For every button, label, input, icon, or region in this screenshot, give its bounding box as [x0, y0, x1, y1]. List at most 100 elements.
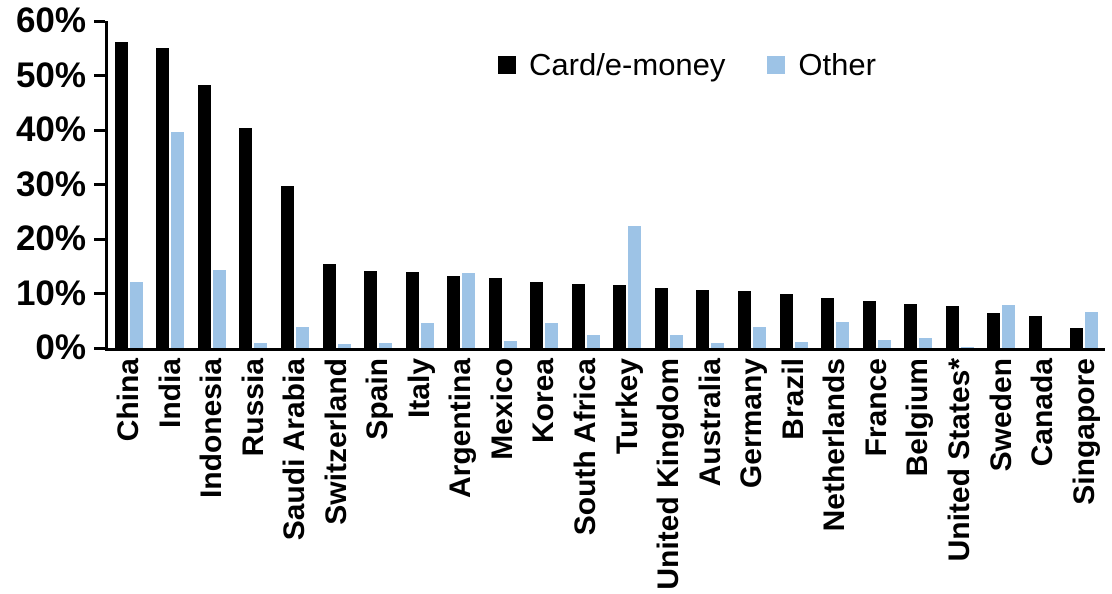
bar-other — [462, 273, 476, 348]
bar-card-e-money — [405, 271, 419, 348]
legend-swatch-card-e-money — [498, 56, 516, 74]
bar-group — [440, 21, 482, 348]
x-axis-category-label: Italy — [402, 358, 436, 419]
bar-card-e-money — [945, 305, 959, 348]
y-tick-mark — [94, 128, 105, 132]
x-label-cell: Indonesia — [191, 358, 233, 594]
x-label-cell: France — [856, 358, 898, 594]
bar-card-e-money — [447, 275, 461, 348]
x-label-cell: Belgium — [897, 358, 939, 594]
bar-card-e-money — [1070, 327, 1084, 348]
bar-other — [295, 327, 309, 348]
x-axis-category-label: Netherlands — [818, 358, 852, 532]
bar-group — [523, 21, 565, 348]
y-tick-label: 60% — [15, 1, 86, 40]
bar-card-e-money — [364, 271, 378, 348]
bar-other — [129, 281, 143, 348]
x-label-cell: Switzerland — [316, 358, 358, 594]
bar-other — [545, 323, 559, 348]
y-tick-label: 0% — [35, 328, 86, 367]
y-tick-mark — [94, 292, 105, 295]
bar-group — [316, 21, 358, 348]
bar-group — [731, 21, 773, 348]
x-axis-category-label: Belgium — [901, 358, 935, 477]
x-axis-category-label: United Kingdom — [652, 358, 686, 590]
x-label-cell: Saudi Arabia — [274, 358, 316, 594]
x-label-cell: Singapore — [1064, 358, 1106, 594]
bar-card-e-money — [779, 294, 793, 348]
bar-other — [919, 337, 933, 348]
bar-other — [171, 132, 185, 348]
x-axis-category-label: Canada — [1026, 358, 1060, 467]
x-axis-category-label: Indonesia — [195, 358, 229, 499]
bar-other — [836, 321, 850, 348]
bar-group — [357, 21, 399, 348]
x-label-cell: Italy — [399, 358, 441, 594]
y-tick-label: 10% — [15, 273, 86, 313]
legend-swatch-other — [767, 56, 786, 74]
bar-group — [1022, 21, 1064, 348]
x-label-cell: Mexico — [482, 358, 524, 594]
bar-card-e-money — [654, 288, 668, 348]
bar-group — [607, 21, 649, 348]
x-label-cell: South Africa — [565, 358, 607, 594]
bar-card-e-money — [821, 298, 835, 348]
bar-other — [752, 326, 766, 348]
bar-card-e-money — [114, 42, 128, 348]
bar-card-e-money — [737, 290, 751, 348]
x-axis-category-label: Korea — [527, 358, 561, 444]
bar-group — [565, 21, 607, 348]
legend: Card/e-money Other — [498, 47, 876, 83]
bar-other — [1002, 304, 1016, 348]
x-axis-category-label: South Africa — [569, 358, 603, 536]
x-axis-category-label: Spain — [361, 358, 395, 440]
x-axis-category-label: Russia — [236, 358, 270, 457]
bar-card-e-money — [862, 301, 876, 348]
y-tick-mark — [94, 183, 105, 186]
bar-card-e-money — [571, 284, 585, 348]
bar-other — [254, 343, 268, 348]
x-axis-category-label: Argentina — [444, 358, 478, 499]
y-tick-label: 50% — [15, 55, 86, 95]
bar-group — [1064, 21, 1106, 348]
bar-group — [482, 21, 524, 348]
x-label-cell: China — [108, 358, 150, 594]
x-axis-category-label: France — [859, 358, 893, 457]
bar-other — [711, 343, 725, 348]
x-axis-category-label: United States* — [942, 358, 976, 562]
bar-group — [814, 21, 856, 348]
x-label-cell: Australia — [690, 358, 732, 594]
bar-card-e-money — [488, 277, 502, 348]
x-axis-category-label: Switzerland — [319, 358, 353, 525]
bar-card-e-money — [613, 284, 627, 348]
bar-group — [939, 21, 981, 348]
x-label-cell: Russia — [233, 358, 275, 594]
y-tick-mark — [94, 19, 105, 23]
bar-card-e-money — [197, 84, 211, 348]
bar-other — [420, 323, 434, 348]
x-axis-category-label: China — [112, 358, 146, 442]
x-label-cell: Sweden — [980, 358, 1022, 594]
bar-group — [856, 21, 898, 348]
x-axis-category-label: Australia — [693, 358, 727, 487]
x-axis-labels: China India Indonesia Russia Saudi Arabia Swi… — [108, 358, 1105, 594]
x-axis-category-label: Saudi Arabia — [278, 358, 312, 541]
x-label-cell: Brazil — [773, 358, 815, 594]
x-label-cell: Korea — [523, 358, 565, 594]
bar-other — [337, 344, 351, 348]
bar-group — [690, 21, 732, 348]
bar-group — [274, 21, 316, 348]
bar-other — [586, 334, 600, 348]
x-axis-category-label: Germany — [735, 358, 769, 489]
bar-other — [212, 269, 226, 348]
y-tick-label: 40% — [15, 110, 86, 149]
bar-group — [399, 21, 441, 348]
bar-other — [794, 342, 808, 348]
x-label-cell: United States* — [939, 358, 981, 594]
bar-other — [669, 335, 683, 348]
bar-group — [191, 21, 233, 348]
bar-group — [648, 21, 690, 348]
x-label-cell: Germany — [731, 358, 773, 594]
y-tick-mark — [94, 237, 105, 241]
bar-other — [877, 339, 891, 348]
